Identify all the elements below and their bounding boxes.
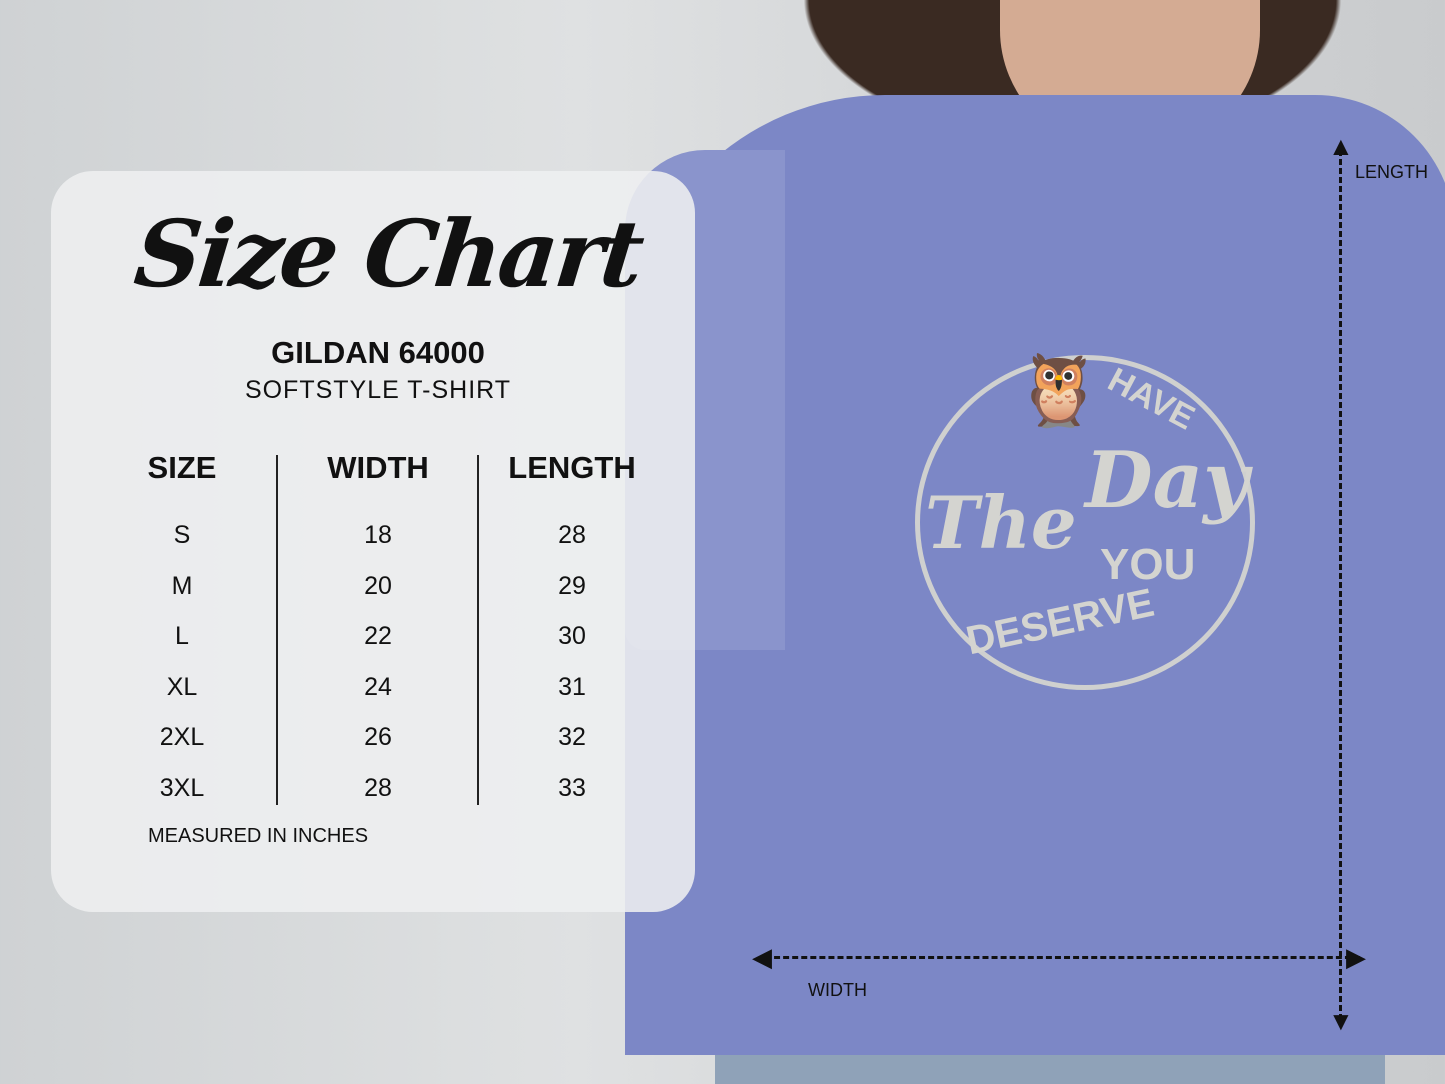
table-cell: 28	[558, 521, 586, 549]
table-column: WIDTH 18 20 22 24 26 28	[278, 450, 478, 814]
table-cell: 2XL	[159, 723, 205, 752]
brand-model: GILDAN 64000	[271, 335, 485, 370]
design-text: Day	[1085, 435, 1249, 526]
table-cell: 28	[364, 773, 392, 802]
page-title: Size Chart	[129, 200, 647, 308]
table-cell: M	[171, 571, 193, 600]
length-measure-line	[1339, 150, 1342, 1020]
table-cell: S	[173, 521, 191, 549]
column-header: WIDTH	[327, 450, 429, 485]
table-cell: 22	[364, 622, 392, 651]
arrow-up-icon: ▲	[1328, 131, 1354, 161]
table-cell: 3XL	[159, 773, 205, 802]
design-text: YOU	[1100, 540, 1196, 589]
shirt-graphic: HAVE The Day YOU DESERVE 🦉	[915, 351, 1255, 690]
arrow-right-icon: ▶	[1346, 942, 1366, 972]
table-cell: 18	[364, 521, 392, 549]
table-cell: 33	[558, 773, 586, 802]
column-divider	[477, 455, 479, 805]
table-cell: 26	[364, 723, 392, 752]
units-note: MEASURED IN INCHES	[148, 825, 369, 847]
arrow-down-icon: ▼	[1328, 1006, 1354, 1036]
table-cell: 20	[364, 571, 392, 600]
table-cell: XL	[166, 672, 198, 701]
table-cell: 32	[558, 723, 586, 752]
table-cell: 29	[558, 571, 586, 600]
column-header: SIZE	[147, 450, 217, 485]
table-cell: 31	[558, 672, 586, 701]
product-subtitle: SOFTSTYLE T-SHIRT	[244, 376, 512, 404]
arrow-left-icon: ◀	[752, 942, 772, 972]
design-text: The	[925, 480, 1077, 565]
table-column: SIZE S M L XL 2XL 3XL	[82, 450, 282, 814]
size-chart-panel	[51, 171, 695, 912]
table-cell: L	[175, 622, 189, 651]
length-label: LENGTH	[1355, 162, 1429, 182]
width-measure-line	[765, 956, 1360, 959]
width-label: WIDTH	[808, 980, 867, 1000]
column-divider	[276, 455, 278, 805]
table-cell: 24	[364, 672, 392, 701]
table-column: LENGTH 28 29 30 31 32 33	[472, 450, 672, 814]
table-cell: 30	[558, 622, 586, 651]
column-header: LENGTH	[508, 450, 636, 485]
owl-icon: 🦉	[1015, 351, 1103, 429]
design-text: DESERVE	[962, 580, 1158, 664]
